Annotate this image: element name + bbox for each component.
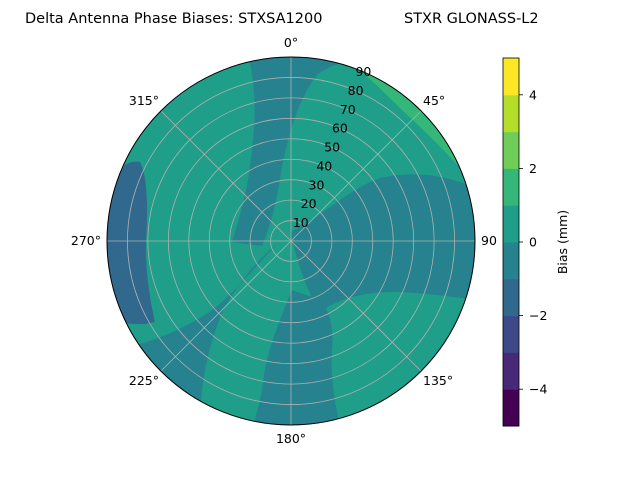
- colorbar: −4 −2 0 2 4 Bias (mm): [502, 57, 570, 427]
- colorbar-tick-label: 2: [529, 161, 537, 176]
- angular-tick-label: 135°: [423, 373, 453, 388]
- colorbar-tick-label: 4: [529, 87, 537, 102]
- radial-tick-label: 20: [301, 196, 317, 211]
- angular-tick-label: 0°: [284, 35, 298, 50]
- colorbar-tick-label: 0: [529, 235, 537, 250]
- radial-tick-label: 10: [293, 215, 309, 230]
- angular-ticks: 0° 45° 90 135° 180° 225° 270° 315°: [71, 35, 497, 446]
- grid-spoke: [290, 110, 422, 242]
- colorbar-swatch: [503, 94, 519, 133]
- radial-tick-label: 50: [324, 140, 340, 155]
- radial-tick-label: 30: [309, 177, 325, 192]
- polar-plot: 0° 45° 90 135° 180° 225° 270° 315° 10 20 30 40 50 60…: [71, 35, 497, 446]
- angular-tick-label: 180°: [276, 431, 306, 446]
- region-west-low: [107, 161, 155, 325]
- radial-tick-label: 60: [332, 121, 348, 136]
- angular-tick-label: 315°: [129, 93, 159, 108]
- colorbar-swatch: [503, 315, 519, 353]
- angular-tick-label: 225°: [129, 373, 159, 388]
- polar-frame: [106, 56, 476, 426]
- colorbar-swatch: [503, 205, 519, 243]
- grid-spoke: [160, 110, 292, 242]
- colorbar-swatch: [503, 389, 519, 427]
- colorbar-swatch: [503, 168, 519, 206]
- colorbar-tick-label: −2: [529, 308, 547, 323]
- colorbar-ticks: −4 −2 0 2 4: [519, 87, 547, 397]
- angular-tick-label: 90: [481, 233, 497, 248]
- colorbar-swatch: [503, 131, 519, 169]
- radial-tick-label: 70: [340, 102, 356, 117]
- polar-grid: [107, 57, 475, 425]
- radial-tick-label: 40: [316, 158, 332, 173]
- region-north-band: [232, 57, 372, 246]
- region-east-band: [290, 174, 475, 312]
- radial-tick-label: 80: [348, 83, 364, 98]
- colorbar-swatch: [503, 242, 519, 280]
- chart-title-right: STXR GLONASS-L2: [404, 11, 539, 27]
- chart-title: Delta Antenna Phase Biases: STXSA1200: [25, 11, 322, 27]
- colorbar-swatch: [503, 278, 519, 317]
- colorbar-swatches: [503, 58, 519, 427]
- colorbar-tick-label: −4: [529, 382, 547, 397]
- colorbar-swatch: [503, 58, 519, 96]
- grid-spoke: [160, 240, 292, 372]
- radial-ticks: 10 20 30 40 50 60 70 80 90: [293, 64, 372, 230]
- radial-tick-label: 90: [355, 64, 371, 79]
- region-south-band: [252, 290, 340, 425]
- region-northeast-high: [352, 64, 466, 170]
- colorbar-swatch: [503, 352, 519, 390]
- colorbar-label: Bias (mm): [555, 210, 570, 274]
- grid-spoke: [290, 240, 422, 372]
- angular-tick-label: 45°: [423, 93, 445, 108]
- angular-tick-label: 270°: [71, 233, 101, 248]
